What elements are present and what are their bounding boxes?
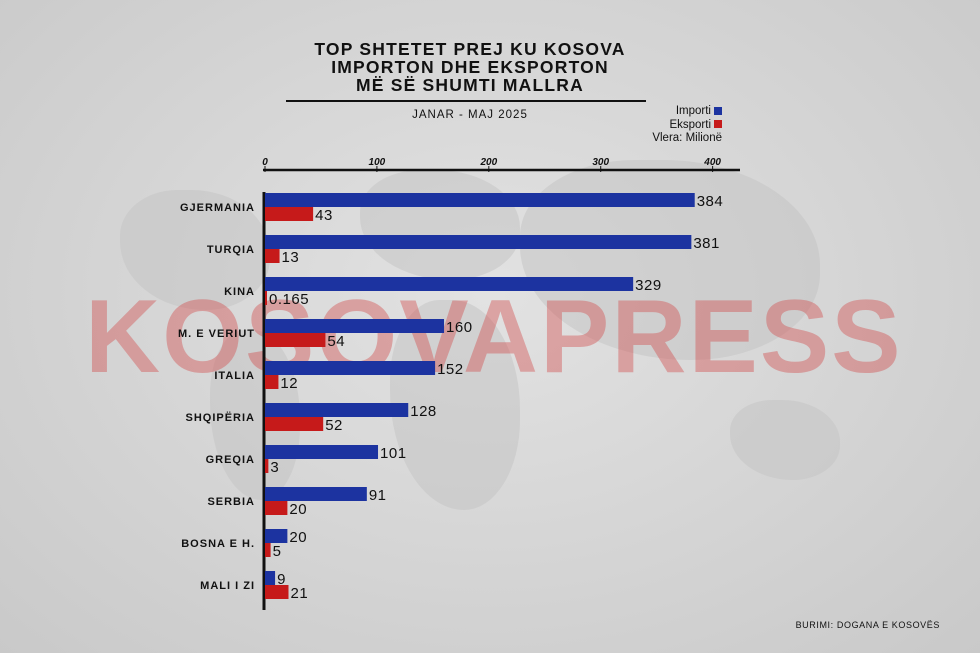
legend: Importi Eksporti Vlera: Milionë — [652, 105, 722, 146]
import-bar — [265, 571, 276, 585]
category-label: M. E VERIUT — [178, 328, 255, 340]
legend-label-imports: Importi — [675, 105, 711, 117]
chart-title-line-2: IMPORTON DHE EKSPORTON — [331, 57, 609, 77]
import-bar — [265, 319, 445, 333]
legend-label-exports: Eksporti — [669, 118, 711, 131]
import-bar — [265, 529, 288, 543]
export-value-label: 43 — [315, 207, 333, 224]
category-label: GJERMANIA — [180, 202, 255, 214]
export-value-label: 52 — [325, 417, 343, 434]
category-label: BOSNA E H. — [181, 538, 255, 550]
chart-title: TOP SHTETET PREJ KU KOSOVA IMPORTON DHE … — [270, 40, 670, 94]
import-value-label: 160 — [446, 319, 473, 336]
import-bar — [265, 487, 367, 501]
import-value-label: 152 — [437, 361, 464, 378]
category-label: GREQIA — [206, 454, 255, 466]
legend-swatch-imports — [714, 106, 722, 115]
import-value-label: 101 — [380, 445, 407, 462]
import-bar — [265, 445, 379, 459]
x-tick-label: 0 — [262, 157, 268, 168]
export-value-label: 12 — [280, 375, 298, 392]
export-value-label: 13 — [282, 249, 300, 266]
export-value-label: 54 — [327, 333, 345, 350]
legend-units-note: Vlera: Milionë — [652, 132, 722, 144]
export-bar — [265, 585, 289, 599]
category-label: KINA — [224, 286, 255, 298]
source-note: BURIMI: DOGANA E KOSOVËS — [795, 620, 940, 630]
import-value-label: 9 — [277, 571, 286, 588]
export-value-label: 3 — [270, 459, 279, 476]
export-bar — [265, 543, 271, 557]
export-bar — [265, 207, 314, 221]
legend-item-imports: Importi — [652, 105, 722, 119]
chart-subtitle: JANAR - MAJ 2025 — [412, 109, 528, 121]
category-label: MALI I ZI — [200, 580, 255, 592]
export-bar — [265, 375, 279, 389]
export-bar — [265, 333, 326, 347]
import-value-label: 128 — [410, 403, 437, 420]
import-bar — [265, 361, 436, 375]
map-shape-europe — [360, 170, 520, 280]
legend-item-exports: Eksporti — [652, 119, 722, 133]
export-bar — [265, 417, 324, 431]
x-tick-label: 400 — [703, 157, 721, 168]
legend-swatch-exports — [714, 120, 722, 129]
import-value-label: 91 — [369, 487, 387, 504]
export-value-label: 0.165 — [269, 291, 309, 308]
category-label: TURQIA — [207, 244, 255, 256]
chart-title-line-3: MË SË SHUMTI MALLRA — [356, 75, 584, 95]
export-value-label: 21 — [291, 585, 309, 602]
import-bar — [265, 403, 409, 417]
x-tick-label: 100 — [369, 157, 386, 168]
export-bar — [265, 501, 288, 515]
map-shape-africa — [390, 300, 520, 510]
title-divider — [286, 100, 646, 102]
import-bar — [265, 277, 634, 291]
export-value-label: 20 — [289, 501, 307, 518]
watermark: KOSOVAPRESS — [85, 279, 903, 395]
map-shape-australia — [730, 400, 840, 480]
map-shape-americas-north — [120, 190, 270, 310]
import-value-label: 381 — [693, 235, 720, 252]
category-label: SHQIPËRIA — [185, 411, 255, 424]
x-tick-label: 300 — [592, 157, 609, 168]
export-bar — [265, 291, 267, 305]
import-bar — [265, 235, 692, 249]
category-label: SERBIA — [207, 496, 255, 508]
export-value-label: 5 — [273, 543, 282, 560]
export-bar — [265, 459, 269, 473]
import-value-label: 384 — [697, 193, 724, 210]
import-value-label: 20 — [289, 529, 307, 546]
import-value-label: 329 — [635, 277, 662, 294]
chart-title-line-1: TOP SHTETET PREJ KU KOSOVA — [314, 39, 626, 59]
export-bar — [265, 249, 280, 263]
x-tick-label: 200 — [479, 157, 497, 168]
category-label: ITALIA — [214, 370, 255, 382]
import-bar — [265, 193, 695, 207]
